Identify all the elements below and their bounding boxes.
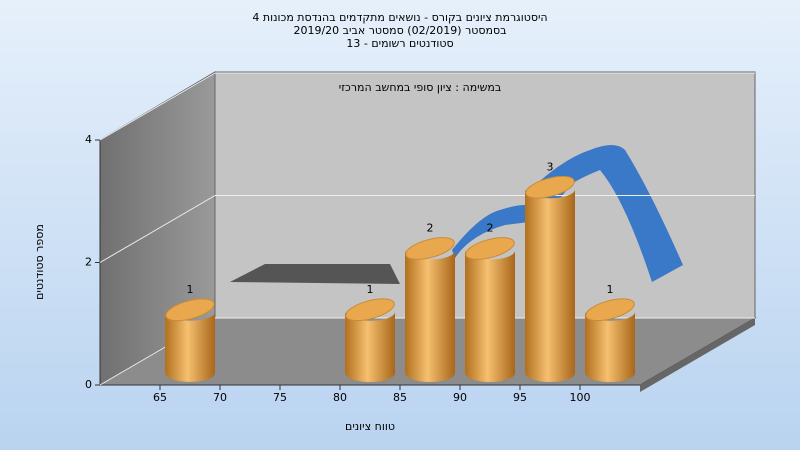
- bar-top: [405, 237, 455, 260]
- y-tick-label: 4: [85, 133, 92, 146]
- x-axis-label: טווח ציונים: [345, 420, 395, 433]
- grid-line: [99, 195, 216, 263]
- bar: [585, 298, 635, 382]
- annotation: במשימה : ציון סופי במחשב המרכזי: [339, 81, 502, 94]
- y-tick-label: 2: [85, 256, 92, 269]
- y-axis-label: מספר סטודנטים: [33, 224, 46, 300]
- trend-ribbon: [452, 145, 683, 282]
- chart-title: היסטוגרמת ציונים בקורס - נושאים מתקדמים …: [252, 11, 547, 24]
- data-label: 1: [367, 283, 374, 296]
- floor-edge: [640, 318, 755, 392]
- data-label: 2: [427, 222, 434, 235]
- y-tick-label: 0: [85, 378, 92, 391]
- baseline-ribbon: [230, 264, 400, 284]
- bar-top: [525, 175, 575, 199]
- data-label: 3: [547, 160, 554, 173]
- data-label: 1: [187, 283, 194, 296]
- grid-line: [99, 72, 216, 141]
- bar-body: [404, 250, 455, 382]
- bar-top: [585, 298, 635, 322]
- bar-body: [465, 250, 515, 382]
- x-tick-label: 80: [333, 391, 347, 404]
- x-tick-label: 85: [393, 391, 407, 404]
- x-tick-label: 70: [213, 391, 227, 404]
- bar: [465, 237, 515, 382]
- x-tick-label: 95: [513, 391, 527, 404]
- bar: [525, 175, 575, 382]
- bar: [404, 237, 455, 382]
- bar-body: [165, 311, 215, 382]
- bar-body: [525, 189, 575, 382]
- x-tick-label: 90: [453, 391, 467, 404]
- bar: [344, 298, 395, 382]
- bar-top: [465, 237, 515, 260]
- bar-body: [344, 311, 395, 382]
- bar: [165, 298, 215, 382]
- chart-subtitle: בסמסטר (02/2019) סמסטר אביב 2019/20: [293, 24, 506, 37]
- data-label: 1: [607, 283, 614, 296]
- x-tick-label: 100: [570, 391, 591, 404]
- x-tick-label: 75: [273, 391, 287, 404]
- x-tick-label: 65: [153, 391, 167, 404]
- bar-top: [165, 298, 215, 322]
- bar-top: [345, 298, 395, 322]
- chart-subtitle: סטודנטים רשומים - 13: [346, 37, 453, 50]
- data-label: 2: [487, 222, 494, 235]
- bar-body: [585, 311, 635, 382]
